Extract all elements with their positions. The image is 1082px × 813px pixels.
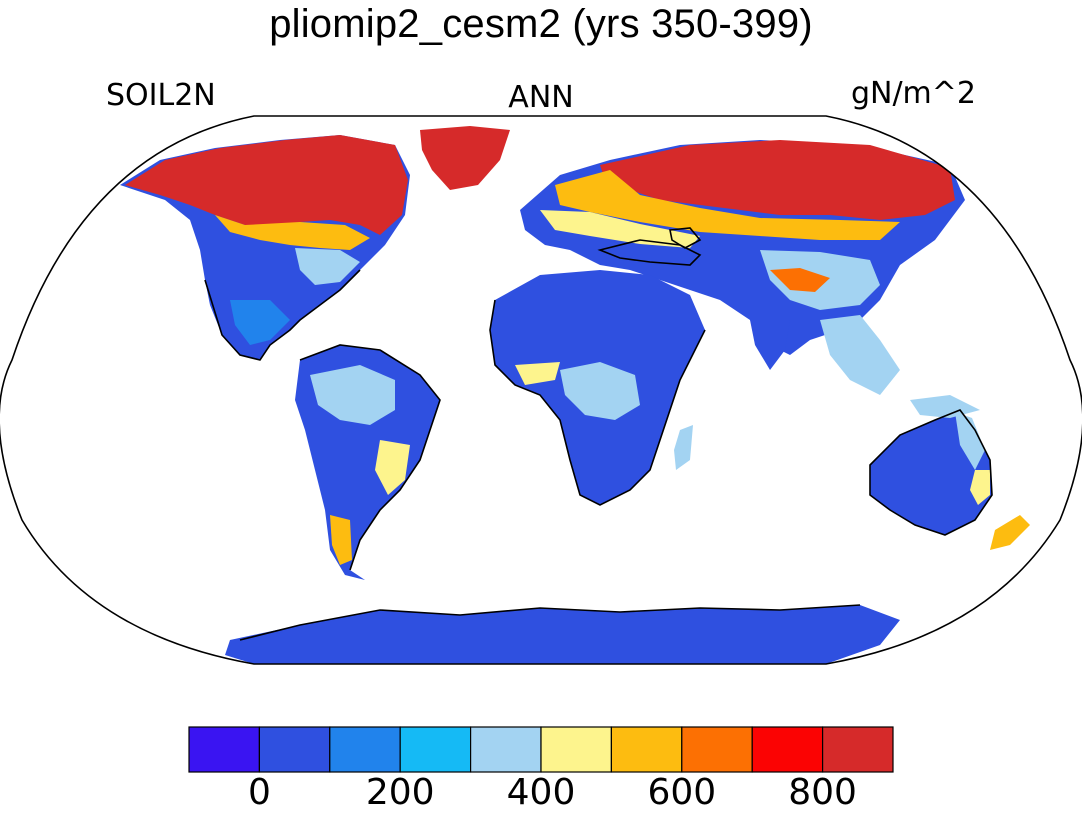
south-america-yellow: [375, 440, 410, 495]
madagascar: [674, 425, 693, 470]
new-zealand: [990, 515, 1030, 550]
colorbar-swatch: [751, 726, 824, 773]
variable-label: SOIL2N: [106, 78, 216, 113]
colorbar-tick-label: 800: [788, 772, 857, 813]
north-america-boreal-orange: [215, 215, 370, 250]
eurasia-yellow: [540, 210, 700, 248]
india-blue: [750, 320, 790, 370]
greenland-land: [420, 126, 510, 190]
eurasia-orange: [555, 170, 900, 240]
colorbar-tick-label: 200: [365, 772, 435, 813]
north-america-boreal-red: [125, 135, 408, 235]
australia-east-light: [955, 412, 985, 470]
units-label: gN/m^2: [850, 76, 976, 111]
colorbar-swatch: [610, 726, 683, 773]
colorbar-swatch: [329, 726, 401, 773]
antarctica-land: [225, 605, 900, 664]
colorbar-swatch: [399, 726, 472, 773]
central-africa-light: [560, 362, 640, 420]
colorbar-swatch: [470, 726, 542, 773]
siberia-red: [600, 140, 955, 220]
north-america-light: [295, 248, 360, 285]
himalaya-orange: [770, 268, 830, 292]
amazon-light: [310, 365, 395, 425]
colorbar-swatch: [258, 726, 331, 773]
map-border: [0, 115, 1082, 665]
colorbar-swatch: [821, 726, 894, 773]
plot-title: pliomip2_cesm2 (yrs 350-399): [269, 2, 813, 46]
colorbar-tick-label: 400: [506, 772, 576, 813]
colorbar-swatch: [540, 726, 613, 773]
southeast-asia-light: [820, 315, 900, 395]
colorbar-tick-label: 600: [647, 772, 717, 813]
coastlines: [204, 227, 993, 641]
land-fields: [120, 126, 1030, 664]
colorbar-swatch: [681, 726, 753, 773]
north-america-south: [230, 300, 290, 345]
colorbar-tick-label: 0: [247, 772, 271, 813]
season-label: ANN: [508, 80, 574, 115]
africa-yellow: [515, 362, 560, 385]
colorbar: [188, 726, 894, 773]
patagonia-orange: [330, 515, 352, 565]
colorbar-swatch: [188, 726, 261, 773]
australia-east-yellow: [970, 470, 990, 505]
